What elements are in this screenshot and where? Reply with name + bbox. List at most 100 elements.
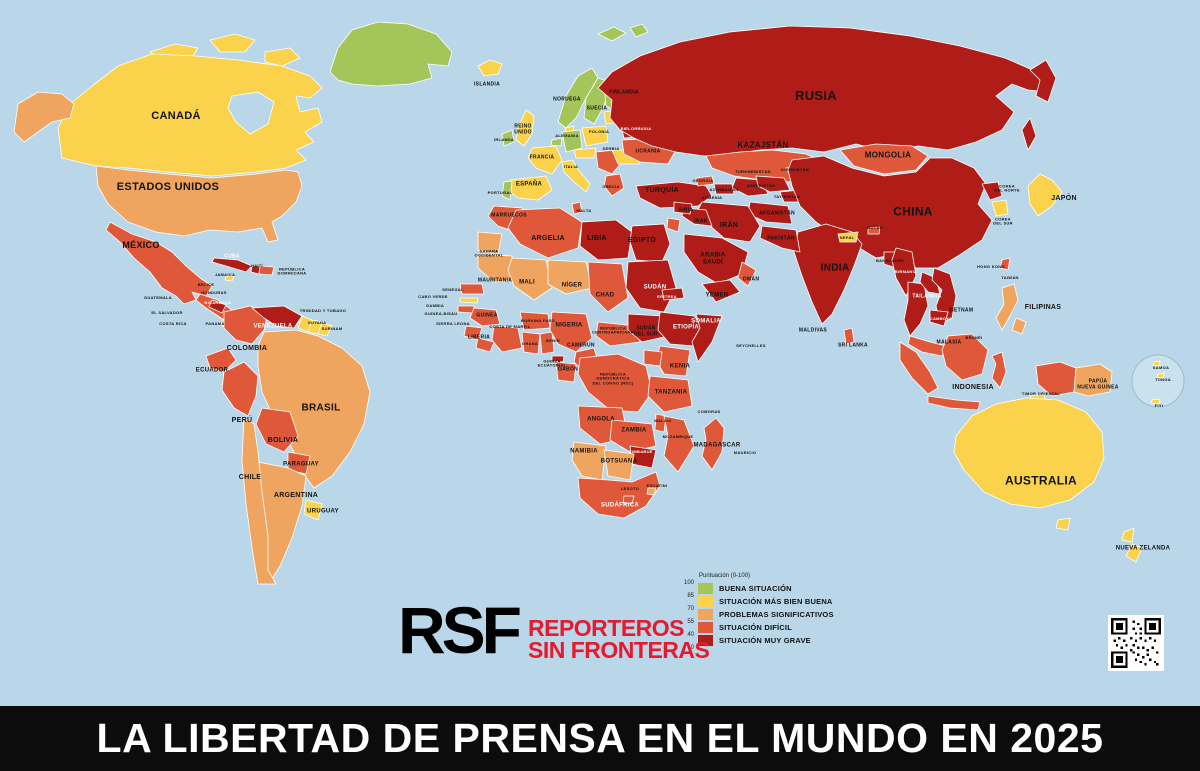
region-sri-lanka [843, 327, 855, 345]
country-label: GRECIA [602, 183, 620, 189]
region-bolivia [255, 407, 299, 453]
region-australia [953, 397, 1105, 509]
country-label: SUDÁN [643, 284, 667, 291]
country-label: FILIPINAS [1024, 304, 1062, 312]
country-label: COLOMBIA [226, 345, 268, 353]
country-label: BRASIL [301, 402, 341, 414]
country-label: MALDIVAS [798, 327, 828, 334]
country-label: CHINA [893, 204, 933, 219]
legend-item: 100 BUENA SITUACIÓN [676, 580, 834, 596]
legend-item: 40 SITUACIÓN MUY GRAVE [676, 632, 834, 648]
region-poland [581, 125, 609, 147]
country-label: SRI LANKA [838, 342, 868, 349]
rsf-logo-name-line2: SIN FRONTERAS [528, 636, 710, 663]
country-label: COMORAS [697, 408, 721, 414]
region-borneo [941, 333, 989, 381]
region-united-kingdom [515, 109, 535, 147]
country-label: TAIWÁN [1001, 274, 1019, 280]
region-kamchatka [1029, 59, 1057, 103]
region-greece [603, 173, 625, 197]
country-label: SURINAM [321, 325, 343, 331]
country-label: COREA DEL NORTE [994, 183, 1020, 193]
region-levant [666, 217, 681, 233]
country-label: KENIA [669, 363, 691, 370]
country-label: UZBEKISTÁN [746, 182, 776, 188]
country-label: JAMAICA [214, 271, 236, 277]
pacific-islands-magnifier [1131, 354, 1185, 408]
rsf-logo: RSF REPORTEROS SIN FRONTERAS [398, 597, 710, 663]
country-labels: ISLANDIA CANADÁ ESTADOS UNIDOS MÉXICO CUBA HA… [117, 82, 1171, 552]
region-south-korea [991, 199, 1009, 217]
country-label: NUEVA ZELANDA [1115, 545, 1171, 552]
country-label: MARRUECOS [491, 212, 527, 219]
region-alaska [13, 91, 75, 143]
legend-title: Puntuación (0-100) [699, 573, 751, 579]
country-label: SERBIA [602, 145, 620, 151]
country-label: PARAGUAY [283, 461, 319, 468]
country-label: GHANA [521, 340, 539, 346]
country-label: ARGENTINA [273, 492, 319, 500]
country-label: IRLANDA [493, 136, 515, 142]
region-venezuela [251, 305, 303, 329]
country-label: ALEMANIA [555, 132, 579, 138]
country-label: TIMOR ORIENTAL [1021, 390, 1061, 396]
legend-swatch [698, 609, 713, 620]
region-germany [561, 129, 583, 153]
country-label: CANADÁ [151, 109, 201, 122]
region-turkey [635, 181, 713, 209]
legend-label: SITUACIÓN DIFÍCIL [719, 623, 792, 632]
country-label: BIRMANIA [894, 268, 918, 274]
region-bhutan [867, 226, 881, 235]
country-label: MALAUI [654, 417, 672, 423]
country-label: ESUATINI [646, 482, 668, 488]
region-niger [547, 259, 593, 295]
region-benelux [550, 137, 563, 147]
region-gambia [459, 297, 479, 304]
region-sumatra [899, 341, 939, 395]
country-label: PAKISTÁN [767, 235, 795, 242]
country-label: HONDURAS [201, 289, 227, 295]
region-ireland [501, 129, 515, 147]
region-philippines [995, 283, 1027, 335]
region-malaysia [907, 335, 947, 357]
region-syria [673, 201, 693, 215]
region-ivory-coast [491, 325, 523, 353]
region-togo-benin [539, 331, 555, 355]
country-label: GEORGIA [692, 177, 714, 183]
region-sulawesi [991, 351, 1007, 389]
country-label: REPÚBLICA DOMINICANA [277, 266, 307, 276]
region-lesotho [622, 495, 635, 505]
country-label: NAMIBIA [570, 448, 598, 455]
country-label: CABO VERDE [418, 293, 448, 299]
region-france [527, 145, 563, 175]
country-label: RUSIA [795, 87, 837, 103]
title-banner: LA LIBERTAD DE PRENSA EN EL MUNDO EN 202… [0, 706, 1200, 771]
region-eritrea [661, 287, 685, 301]
country-label: ZAMBIA [621, 427, 647, 434]
country-label: BOTSUANA [600, 458, 638, 465]
country-label: CAMBOYA [929, 315, 953, 321]
rsf-logo-name: REPORTEROS SIN FRONTERAS [528, 617, 710, 663]
country-label: YEMEN [705, 292, 729, 299]
legend-item: 0 [676, 645, 834, 661]
country-label: FIYI [1154, 402, 1164, 408]
country-label: TURKMENISTÁN [735, 168, 771, 174]
country-label: VIETNAM [948, 307, 974, 314]
legend-label: BUENA SITUACIÓN [719, 584, 792, 593]
legend-label: PROBLEMAS SIGNIFICATIVOS [719, 610, 834, 619]
region-mauritania [477, 253, 517, 283]
country-label: ARGELIA [531, 235, 565, 243]
country-label: ERITREA [657, 293, 677, 299]
region-western-sahara [477, 231, 503, 255]
legend-swatch [698, 583, 713, 594]
region-paraguay [287, 451, 311, 475]
country-label: AZERBAIYÁN [709, 186, 739, 192]
region-ghana [521, 331, 541, 355]
country-label: BENÍN [546, 337, 560, 343]
region-svalbard [597, 23, 649, 42]
region-mali [507, 257, 553, 301]
country-label: EGIPTO [627, 237, 657, 245]
country-label: TAYIKISTÁN [773, 193, 801, 199]
country-label: AFGANISTÁN [759, 210, 795, 217]
country-label: SOMALIA [691, 318, 721, 325]
